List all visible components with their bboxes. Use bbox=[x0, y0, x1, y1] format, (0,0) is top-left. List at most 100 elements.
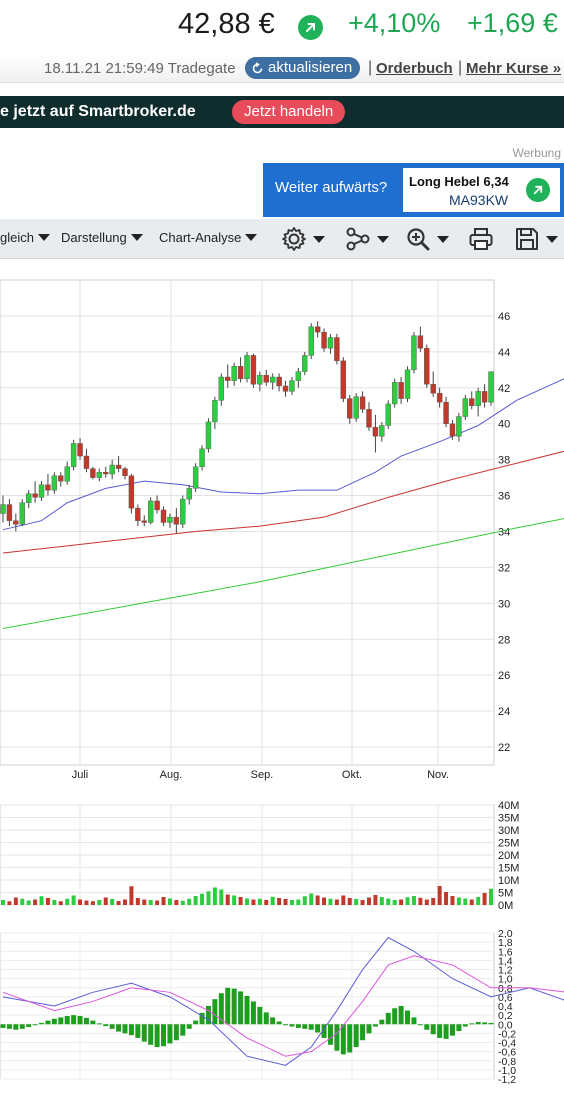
volume-bar bbox=[212, 887, 217, 905]
candle-body bbox=[353, 396, 359, 419]
volume-bar bbox=[456, 897, 461, 905]
volume-bar bbox=[482, 893, 487, 905]
stock-chart[interactable]: 46 44 42 40 38 36 34 32 30 28 26 24 22 Juli Aug. Sep. Ok… bbox=[0, 260, 564, 1105]
volume-bar bbox=[399, 899, 404, 905]
candle-body bbox=[308, 326, 314, 356]
display-dropdown[interactable]: Darstellung bbox=[61, 230, 143, 245]
y-tick-label: 1,2 bbox=[498, 965, 513, 977]
trade-now-button[interactable]: Jetzt handeln bbox=[232, 100, 346, 124]
volume-bar bbox=[97, 900, 102, 905]
share-dropdown[interactable] bbox=[345, 226, 389, 252]
macd-line bbox=[2, 955, 564, 1057]
candle-body bbox=[115, 464, 122, 469]
y-tick-label: 32 bbox=[498, 562, 510, 574]
macd-histogram-bar bbox=[379, 1019, 385, 1025]
caret-down-icon bbox=[313, 235, 325, 243]
y-tick-label: 0,0 bbox=[498, 1019, 513, 1031]
macd-histogram-bar bbox=[218, 993, 224, 1025]
display-label: Darstellung bbox=[61, 230, 127, 245]
ad-product-card[interactable]: Long Hebel 6,34 MA93KW bbox=[403, 168, 560, 212]
candle-body bbox=[244, 355, 250, 379]
candle-body bbox=[90, 468, 96, 478]
chart-area[interactable]: 46 44 42 40 38 36 34 32 30 28 26 24 22 Juli Aug. Sep. Ok… bbox=[0, 260, 564, 1105]
y-tick-label: 44 bbox=[498, 347, 510, 359]
leverage-ad[interactable]: Weiter aufwärts? Long Hebel 6,34 MA93KW bbox=[263, 163, 564, 217]
quote-change-percent: +4,10% bbox=[348, 8, 441, 38]
volume-bar bbox=[71, 895, 76, 905]
macd-histogram-bar bbox=[437, 1024, 443, 1038]
volume-bar bbox=[354, 899, 359, 905]
volume-bar bbox=[392, 900, 397, 905]
candle-body bbox=[366, 409, 372, 428]
macd-histogram-bar bbox=[193, 1020, 199, 1025]
arrow-up-right-icon[interactable] bbox=[526, 178, 550, 202]
volume-bar bbox=[277, 898, 282, 905]
macd-histogram-bar bbox=[398, 1006, 404, 1025]
orderbook-link[interactable]: Orderbuch bbox=[376, 60, 453, 77]
chart-analysis-dropdown[interactable]: Chart-Analyse bbox=[159, 230, 258, 245]
macd-histogram-bar bbox=[462, 1024, 468, 1027]
candle-body bbox=[225, 376, 231, 381]
zoom-dropdown[interactable] bbox=[405, 226, 449, 252]
gear-icon bbox=[282, 227, 306, 251]
save-dropdown[interactable] bbox=[514, 226, 558, 252]
print-button[interactable] bbox=[468, 226, 494, 252]
volume-bar bbox=[489, 888, 493, 905]
volume-bar bbox=[52, 900, 57, 905]
macd-histogram-bar bbox=[135, 1024, 141, 1038]
volume-bar bbox=[155, 900, 160, 905]
volume-bar bbox=[257, 898, 262, 905]
volume-bar bbox=[110, 899, 115, 905]
macd-histogram-bar bbox=[231, 988, 237, 1025]
y-tick-label: 1,4 bbox=[498, 955, 513, 967]
macd-histogram-bar bbox=[302, 1024, 308, 1029]
volume-bar bbox=[283, 899, 288, 905]
macd-histogram-bar bbox=[148, 1024, 154, 1045]
volume-bar bbox=[78, 899, 83, 905]
volume-bar bbox=[129, 886, 134, 905]
candle-body bbox=[282, 385, 289, 392]
y-tick-label: -0,4 bbox=[498, 1038, 516, 1050]
macd-histogram-bar bbox=[308, 1024, 314, 1030]
y-tick-label: 0,4 bbox=[498, 1001, 513, 1013]
macd-histogram-bar bbox=[366, 1024, 372, 1034]
promo-banner[interactable]: e jetzt auf Smartbroker.de Jetzt handeln bbox=[0, 96, 564, 128]
volume-bar bbox=[437, 886, 442, 905]
settings-dropdown[interactable] bbox=[281, 226, 325, 252]
zoom-icon bbox=[407, 228, 430, 251]
refresh-label: aktualisieren bbox=[268, 59, 353, 76]
more-prices-link[interactable]: Mehr Kurse » bbox=[466, 60, 562, 77]
macd-histogram-bar bbox=[244, 995, 250, 1025]
macd-histogram-bar bbox=[270, 1017, 276, 1025]
candle-body bbox=[135, 507, 141, 521]
macd-histogram-bar bbox=[180, 1024, 186, 1036]
y-tick-label: -0,2 bbox=[498, 1028, 516, 1040]
volume-bar bbox=[379, 897, 384, 905]
volume-bar bbox=[251, 899, 256, 905]
macd-histogram-bar bbox=[392, 1008, 398, 1025]
candle-body bbox=[481, 391, 488, 403]
candle-body bbox=[173, 516, 180, 525]
volume-bar bbox=[424, 899, 429, 905]
refresh-button[interactable]: aktualisieren bbox=[245, 57, 361, 79]
volume-bar bbox=[187, 898, 192, 905]
macd-histogram-bar bbox=[199, 1012, 205, 1025]
candle-body bbox=[289, 380, 295, 392]
macd-histogram-bar bbox=[77, 1016, 83, 1025]
candle-body bbox=[263, 375, 269, 383]
compare-dropdown[interactable]: gleich bbox=[0, 230, 50, 245]
candle-body bbox=[51, 475, 58, 491]
separator: | bbox=[368, 59, 373, 76]
macd-histogram-bar bbox=[90, 1020, 96, 1025]
volume-bar bbox=[476, 897, 481, 905]
candle-body bbox=[385, 403, 391, 426]
candle-body bbox=[302, 355, 308, 372]
macd-histogram-bar bbox=[327, 1024, 333, 1045]
macd-histogram-bar bbox=[26, 1024, 32, 1027]
candle-body bbox=[109, 464, 115, 475]
macd-histogram-bar bbox=[58, 1017, 64, 1025]
y-tick-label: 46 bbox=[498, 311, 510, 323]
volume-bar bbox=[33, 899, 38, 905]
volume-bar bbox=[386, 898, 391, 905]
caret-down-icon bbox=[245, 234, 258, 241]
